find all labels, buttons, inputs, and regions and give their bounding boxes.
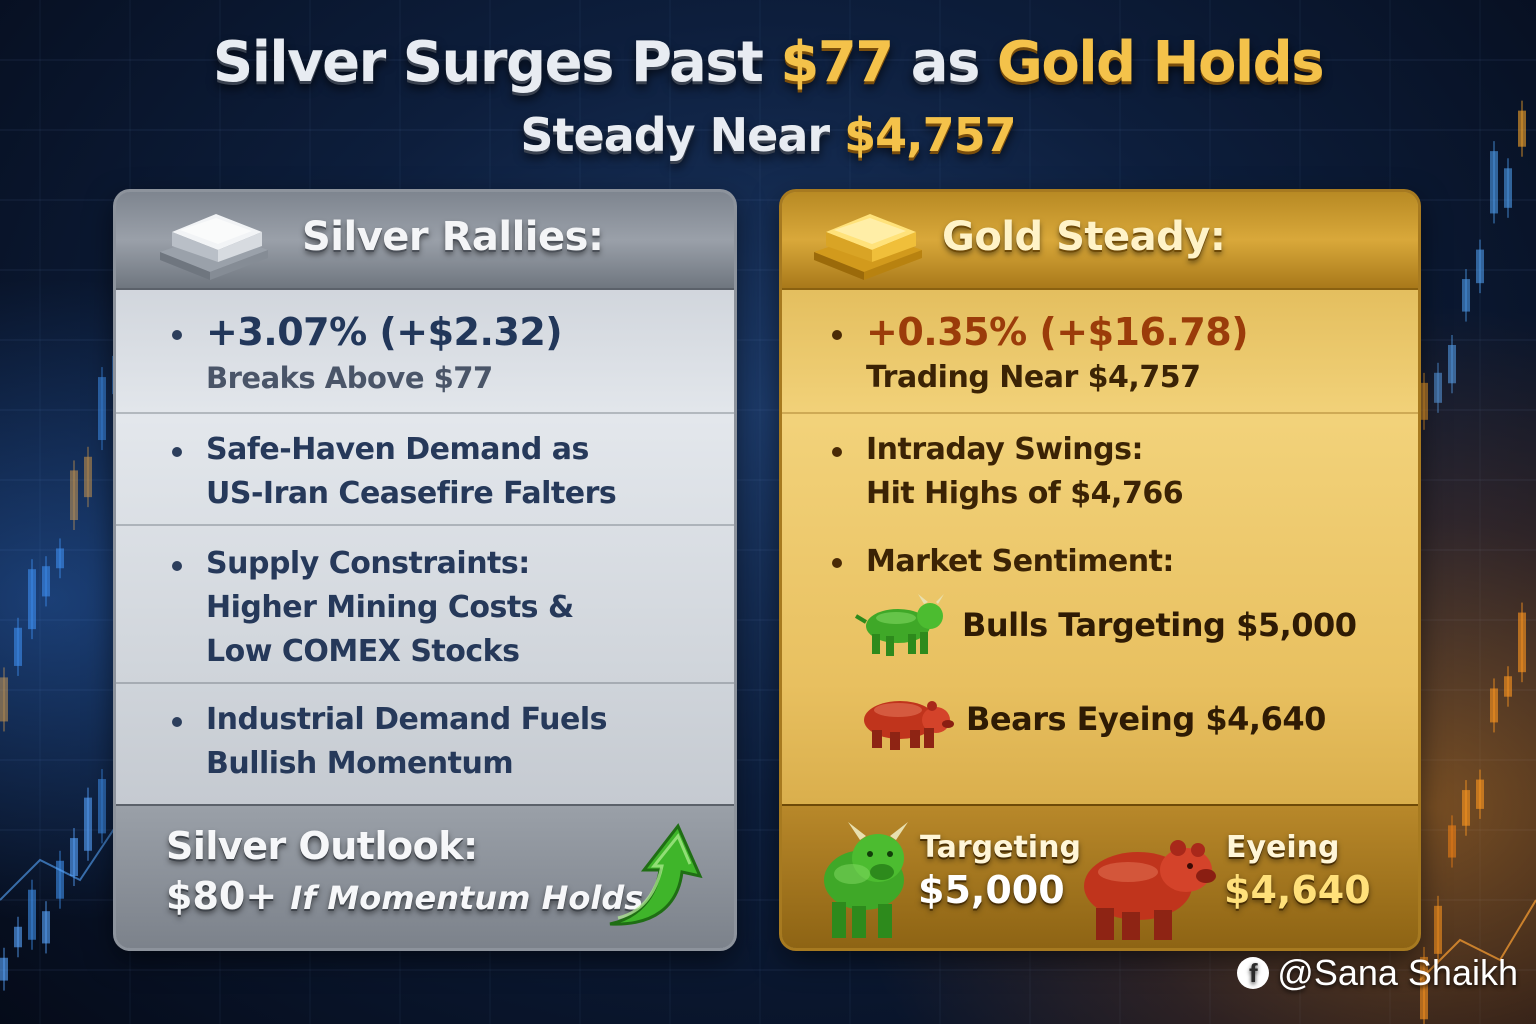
- bears-sentiment-row: Bears Eyeing $4,640: [852, 684, 1326, 754]
- bull-large-icon: [824, 822, 908, 938]
- silver-panel-header: Silver Rallies:: [116, 192, 734, 290]
- headline-line-1: Silver Surges Past $77 as Gold Holds: [212, 30, 1325, 95]
- silver-bullet-4: Industrial Demand Fuels Bullish Momentum: [116, 682, 734, 802]
- bullet-dot: [172, 717, 182, 727]
- bullet-line: Supply Constraints:: [206, 546, 530, 581]
- gold-panel: Gold Steady: +0.35% (+$16.78) Trading Ne…: [782, 192, 1418, 948]
- bull-icon: [854, 594, 944, 656]
- bullet-dot: [172, 447, 182, 457]
- silver-outlook-line: $80+ If Momentum Holds: [166, 874, 643, 918]
- silver-bullet-3: Supply Constraints: Higher Mining Costs …: [116, 524, 734, 684]
- bullet-line: Low COMEX Stocks: [206, 634, 520, 669]
- silver-panel-title: Silver Rallies:: [302, 214, 604, 260]
- bullet-dot: [832, 447, 842, 457]
- bullet-line: US-Iran Ceasefire Falters: [206, 476, 617, 511]
- gold-bullet-2: Intraday Swings: Hit Highs of $4,766: [782, 412, 1418, 524]
- headline-line-2: Steady Near $4,757: [520, 108, 1016, 162]
- bear-footer-label: Eyeing: [1226, 830, 1340, 865]
- bear-icon: [864, 701, 954, 750]
- bullet-dot: [832, 330, 842, 340]
- silver-panel: Silver Rallies: +3.07% (+$2.32) Breaks A…: [116, 192, 734, 948]
- watermark-handle: @Sana Shaikh: [1277, 952, 1518, 993]
- bullet-line: Intraday Swings:: [866, 432, 1144, 467]
- bullet-line: Industrial Demand Fuels: [206, 702, 607, 737]
- bulls-sentiment-row: Bulls Targeting $5,000: [852, 590, 1357, 660]
- gold-bar-icon: [814, 214, 922, 280]
- bullet-dot: [172, 330, 182, 340]
- gold-outlook-footer: Targeting $5,000 Eyeing $4,640: [782, 804, 1418, 948]
- bullet-line: Market Sentiment:: [866, 544, 1174, 579]
- bear-footer-value: $4,640: [1224, 868, 1371, 912]
- silver-bar-icon: [160, 214, 268, 280]
- gold-bullet-1: +0.35% (+$16.78) Trading Near $4,757: [782, 290, 1418, 414]
- bears-target-text: Bears Eyeing $4,640: [966, 700, 1326, 738]
- up-arrow-icon: [609, 823, 703, 926]
- silver-outlook-title: Silver Outlook:: [166, 824, 478, 868]
- silver-outlook-value: $80+: [166, 874, 278, 918]
- gold-panel-title: Gold Steady:: [942, 214, 1226, 260]
- headline: Silver Surges Past $77 as Gold Holds Ste…: [0, 28, 1536, 166]
- bull-footer-label: Targeting: [920, 830, 1081, 865]
- silver-break-level: Breaks Above $77: [206, 361, 493, 395]
- bullet-line: Higher Mining Costs &: [206, 590, 574, 625]
- facebook-icon: f: [1237, 957, 1270, 989]
- bullet-line: Bullish Momentum: [206, 746, 514, 781]
- silver-bullet-1: +3.07% (+$2.32) Breaks Above $77: [116, 290, 734, 414]
- silver-bullet-2: Safe-Haven Demand as US-Iran Ceasefire F…: [116, 412, 734, 526]
- silver-change-value: +3.07% (+$2.32): [206, 310, 563, 354]
- bear-large-icon: [1084, 840, 1216, 940]
- bullet-line: Hit Highs of $4,766: [866, 476, 1184, 511]
- gold-change-value: +0.35% (+$16.78): [866, 310, 1249, 354]
- gold-bullet-3: Market Sentiment:: [782, 532, 1418, 592]
- gold-panel-header: Gold Steady:: [782, 192, 1418, 290]
- bull-footer-value: $5,000: [918, 868, 1065, 912]
- silver-outlook-condition: If Momentum Holds: [290, 879, 644, 917]
- bullet-dot: [832, 558, 842, 568]
- bullet-dot: [172, 561, 182, 571]
- silver-outlook-footer: Silver Outlook: $80+ If Momentum Holds: [116, 804, 734, 948]
- gold-trading-level: Trading Near $4,757: [866, 360, 1201, 395]
- watermark: f @Sana Shaikh: [1237, 952, 1518, 994]
- bulls-target-text: Bulls Targeting $5,000: [962, 606, 1357, 644]
- bullet-line: Safe-Haven Demand as: [206, 432, 589, 467]
